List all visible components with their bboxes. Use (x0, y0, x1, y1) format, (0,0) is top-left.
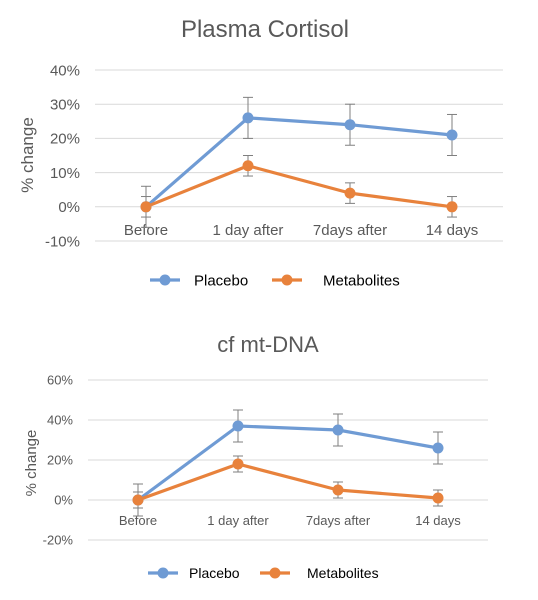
data-point-placebo (446, 129, 458, 141)
data-point-metabolites (232, 458, 244, 470)
legend-marker-metabolites (281, 274, 293, 286)
data-point-metabolites (446, 201, 458, 213)
y-axis-label: % change (23, 430, 40, 497)
y-tick-label: 20% (47, 453, 73, 468)
data-point-placebo (432, 442, 444, 454)
x-tick-label: 7days after (306, 513, 371, 528)
legend-label-metabolites: Metabolites (307, 565, 379, 581)
y-tick-label: -10% (45, 233, 80, 250)
legend-label-placebo: Placebo (189, 565, 240, 581)
series-line-metabolites (137, 462, 439, 502)
data-point-metabolites (344, 187, 356, 199)
series-line-placebo (144, 116, 453, 209)
y-tick-label: -20% (43, 533, 74, 548)
chart-title: Plasma Cortisol (181, 16, 349, 43)
data-point-placebo (344, 119, 356, 131)
x-tick-label: 1 day after (207, 513, 269, 528)
x-tick-label: Before (124, 222, 168, 239)
y-tick-label: 20% (50, 131, 80, 148)
y-tick-label: 40% (47, 413, 73, 428)
y-tick-label: 60% (47, 373, 73, 388)
plasma-cortisol-chart: Plasma Cortisol % change -10% 0% 10% 20% 30%… (18, 16, 503, 289)
data-point-metabolites (332, 484, 344, 496)
chart-title: cf mt-DNA (217, 332, 319, 357)
data-point-placebo (242, 112, 254, 124)
x-tick-label: 7days after (313, 222, 387, 239)
y-tick-label: 10% (50, 165, 80, 182)
legend-marker-placebo (159, 274, 171, 286)
series-line-metabolites (145, 164, 453, 209)
series-line-placebo (137, 424, 439, 502)
legend-marker-placebo (157, 567, 169, 579)
data-point-metabolites (132, 494, 144, 506)
data-point-metabolites (140, 201, 152, 213)
y-axis-label: % change (18, 117, 37, 193)
x-tick-label: Before (119, 513, 157, 528)
y-tick-label: 0% (58, 199, 80, 216)
x-tick-label: 14 days (415, 513, 461, 528)
y-tick-label: 40% (50, 62, 80, 79)
y-tick-label: 30% (50, 96, 80, 113)
data-point-placebo (332, 424, 344, 436)
data-point-placebo (232, 420, 244, 432)
legend-marker-metabolites (269, 567, 281, 579)
data-point-metabolites (242, 160, 254, 172)
legend-label-metabolites: Metabolites (323, 272, 400, 289)
y-tick-label: 0% (54, 493, 73, 508)
x-tick-label: 1 day after (213, 222, 284, 239)
cf-mt-dna-chart: cf mt-DNA % change -20% 0% 20% 40% 60% Befor… (23, 332, 488, 581)
x-tick-label: 14 days (426, 222, 479, 239)
legend-label-placebo: Placebo (194, 272, 248, 289)
data-point-metabolites (432, 492, 444, 504)
